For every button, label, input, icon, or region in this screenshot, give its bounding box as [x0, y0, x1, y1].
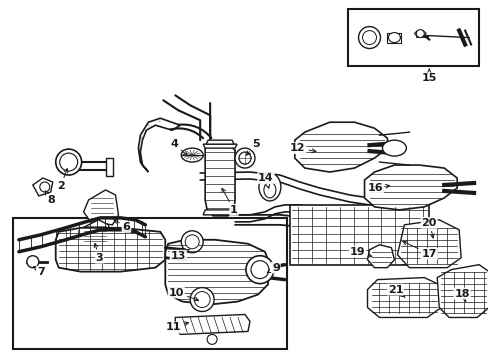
Polygon shape	[203, 210, 237, 215]
Text: 9: 9	[267, 263, 279, 273]
Text: 7: 7	[34, 267, 44, 276]
Text: 10: 10	[168, 288, 198, 301]
Text: 11: 11	[165, 322, 188, 332]
Polygon shape	[367, 245, 394, 268]
Text: 14: 14	[258, 173, 273, 188]
Polygon shape	[105, 158, 112, 176]
Polygon shape	[83, 190, 118, 225]
Text: 21: 21	[387, 284, 404, 297]
Ellipse shape	[239, 152, 250, 164]
Text: 6: 6	[114, 220, 130, 232]
Ellipse shape	[40, 182, 50, 192]
Ellipse shape	[60, 153, 78, 171]
Ellipse shape	[245, 256, 273, 284]
Polygon shape	[289, 205, 428, 265]
Ellipse shape	[27, 256, 39, 268]
Polygon shape	[206, 140, 234, 144]
Text: 16: 16	[367, 183, 389, 193]
Polygon shape	[397, 220, 460, 268]
Ellipse shape	[387, 32, 400, 42]
Ellipse shape	[239, 152, 250, 164]
Ellipse shape	[264, 182, 275, 198]
Ellipse shape	[235, 148, 254, 168]
Text: 5: 5	[246, 139, 259, 155]
Polygon shape	[436, 265, 488, 318]
Polygon shape	[79, 220, 110, 250]
Ellipse shape	[382, 140, 406, 156]
Text: 8: 8	[45, 191, 55, 205]
Ellipse shape	[190, 288, 214, 311]
Ellipse shape	[415, 30, 424, 37]
Ellipse shape	[207, 334, 217, 345]
Polygon shape	[165, 240, 269, 305]
Polygon shape	[205, 144, 235, 216]
Polygon shape	[203, 144, 237, 148]
Ellipse shape	[259, 173, 280, 201]
Polygon shape	[413, 31, 426, 37]
Bar	[347, 9, 478, 67]
Polygon shape	[56, 228, 165, 272]
Text: 19: 19	[349, 247, 371, 257]
Ellipse shape	[250, 261, 268, 279]
Text: 15: 15	[421, 69, 436, 84]
Polygon shape	[138, 118, 180, 172]
Text: 20: 20	[421, 218, 436, 238]
Text: 4: 4	[170, 139, 187, 156]
Polygon shape	[294, 122, 386, 172]
Bar	[13, 218, 286, 349]
Text: 1: 1	[222, 188, 238, 215]
Polygon shape	[386, 32, 401, 42]
Text: 3: 3	[94, 243, 103, 263]
Polygon shape	[367, 278, 440, 318]
Polygon shape	[175, 315, 249, 334]
Ellipse shape	[181, 148, 203, 162]
Text: 17: 17	[402, 241, 436, 259]
Text: 13: 13	[170, 249, 189, 261]
Ellipse shape	[194, 292, 210, 307]
Ellipse shape	[185, 235, 199, 249]
Ellipse shape	[358, 27, 380, 49]
Polygon shape	[364, 165, 456, 210]
Ellipse shape	[56, 149, 81, 175]
Text: 18: 18	[453, 289, 469, 302]
Ellipse shape	[362, 31, 376, 45]
Text: 12: 12	[289, 143, 315, 153]
Text: 2: 2	[57, 169, 68, 191]
Ellipse shape	[181, 231, 203, 253]
Polygon shape	[33, 178, 53, 196]
